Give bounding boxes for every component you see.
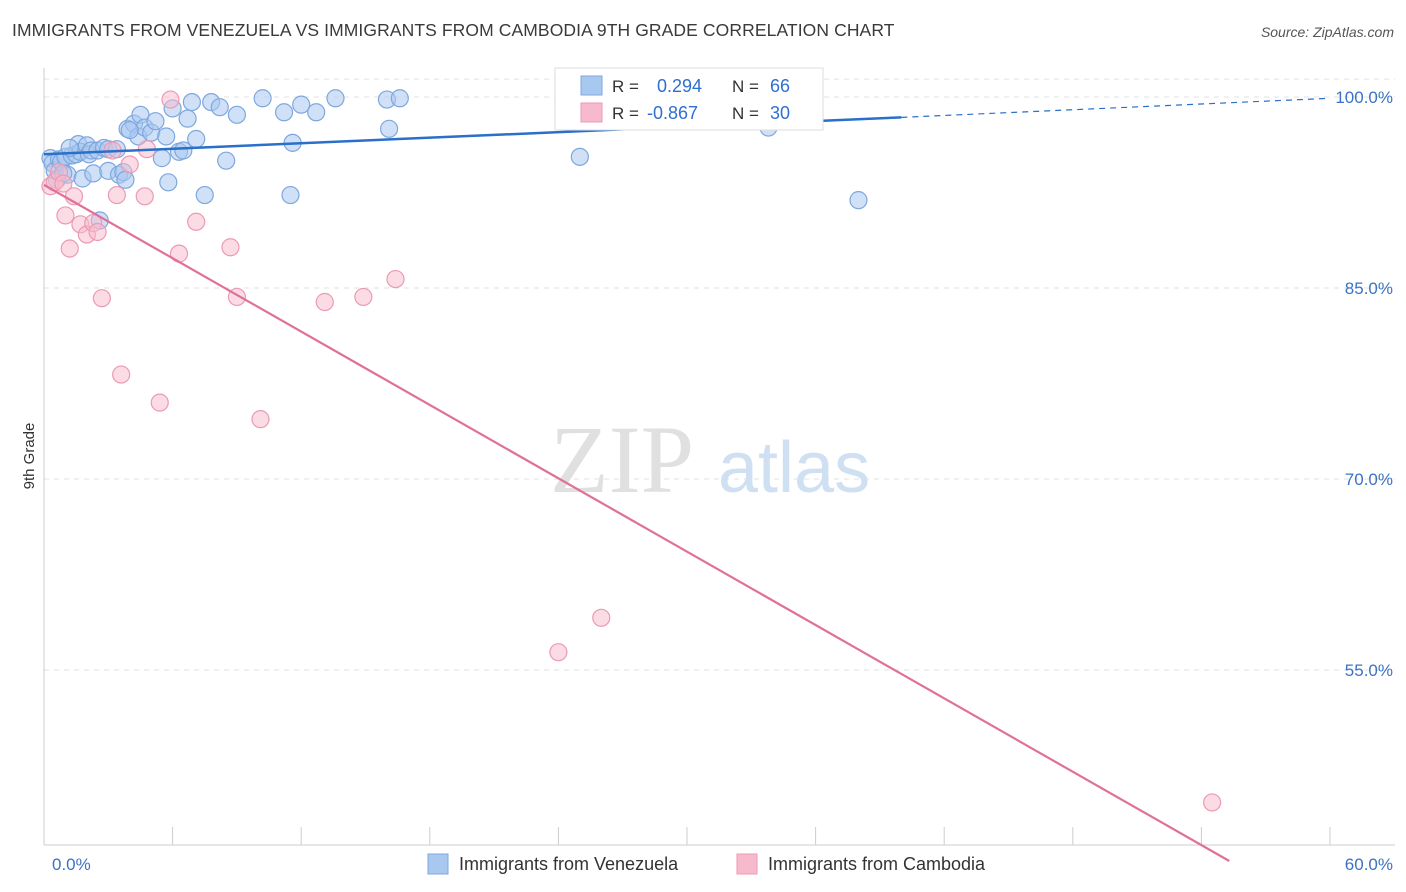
x-tick-label-min: 0.0% [52,855,91,874]
venezuela-point-44 [217,151,236,170]
r-value-venezuela: 0.294 [657,76,702,96]
r-label-venezuela: R = [612,77,639,96]
cambodia-point-21 [187,212,206,231]
bottom-legend-label-cambodia: Immigrants from Cambodia [768,854,986,874]
cambodia-point-11 [92,289,111,308]
venezuela-point-16 [84,164,103,183]
venezuela-point-61 [849,191,868,210]
y-tick-label-1: 70.0% [1345,470,1393,489]
cambodia-point-26 [354,287,373,307]
y-tick-labels: 55.0% 70.0% 85.0% 100.0% [1335,88,1393,680]
venezuela-point-24 [116,170,135,189]
cambodia-point-18 [150,393,169,412]
cambodia-point-10 [88,222,107,242]
venezuela-point-55 [390,89,409,108]
watermark-atlas: atlas [718,428,870,508]
y-axis-title: 9th Grade [21,423,38,490]
venezuela-point-31 [146,112,165,131]
cambodia-point-27 [386,269,405,289]
legend-swatch-cambodia [580,102,603,123]
cambodia-point-24 [251,410,270,429]
y-tick-label-3: 100.0% [1335,88,1393,107]
cambodia-point-3 [54,174,73,193]
cambodia-point-29 [592,608,611,627]
bottom-legend-swatch-cambodia [736,853,758,875]
x-tick-label-max: 60.0% [1345,855,1393,874]
stats-legend: R = 0.294 N = 66 R = -0.867 N = 30 [554,67,824,131]
chart-title: IMMIGRANTS FROM VENEZUELA VS IMMIGRANTS … [12,20,895,40]
cambodia-trend-line [43,183,1230,862]
bottom-legend: Immigrants from Venezuela Immigrants fro… [427,853,986,875]
venezuela-trend-extension [901,97,1331,118]
venezuela-point-37 [174,141,193,160]
cambodia-point-15 [120,155,139,174]
venezuela-point-51 [307,103,326,122]
venezuela-point-62 [120,121,139,140]
venezuela-point-43 [210,98,229,117]
venezuela-point-38 [178,109,197,128]
venezuela-point-34 [159,173,178,192]
cambodia-point-19 [161,90,180,109]
cambodia-point-25 [315,292,334,312]
y-tick-label-2: 85.0% [1345,279,1393,298]
venezuela-point-33 [157,127,176,146]
cambodia-point-16 [135,187,154,206]
venezuela-point-39 [182,92,201,112]
bottom-legend-label-venezuela: Immigrants from Venezuela [459,854,679,874]
r-value-cambodia: -0.867 [647,103,698,123]
x-ticks [43,827,1331,845]
cambodia-point-5 [60,239,79,258]
venezuela-point-52 [326,89,345,108]
cambodia-point-22 [221,238,240,257]
venezuela-point-48 [281,185,300,205]
cambodia-point-14 [112,365,131,384]
cambodia-point-28 [549,643,568,662]
n-value-venezuela: 66 [770,76,790,96]
cambodia-point-13 [107,185,126,205]
source-credit: Source: ZipAtlas.com [1260,24,1394,40]
venezuela-point-32 [152,149,171,168]
venezuela-point-45 [227,105,246,124]
venezuela-point-40 [187,129,206,149]
n-label-cambodia: N = [732,104,759,123]
y-tick-label-0: 55.0% [1345,661,1393,680]
watermark-zip: ZIP [550,406,694,513]
venezuela-point-46 [253,89,272,108]
venezuela-point-54 [379,119,399,138]
bottom-legend-swatch-venezuela [427,853,449,875]
n-label-venezuela: N = [732,77,759,96]
venezuela-point-41 [195,185,214,205]
cambodia-point-30 [1203,793,1222,812]
r-label-cambodia: R = [612,104,639,123]
venezuela-point-50 [292,95,311,114]
venezuela-point-56 [570,147,589,166]
cambodia-point-4 [56,206,75,225]
n-value-cambodia: 30 [770,103,790,123]
legend-swatch-venezuela [580,75,603,96]
venezuela-point-47 [274,103,294,122]
grid-layer [44,78,1395,671]
